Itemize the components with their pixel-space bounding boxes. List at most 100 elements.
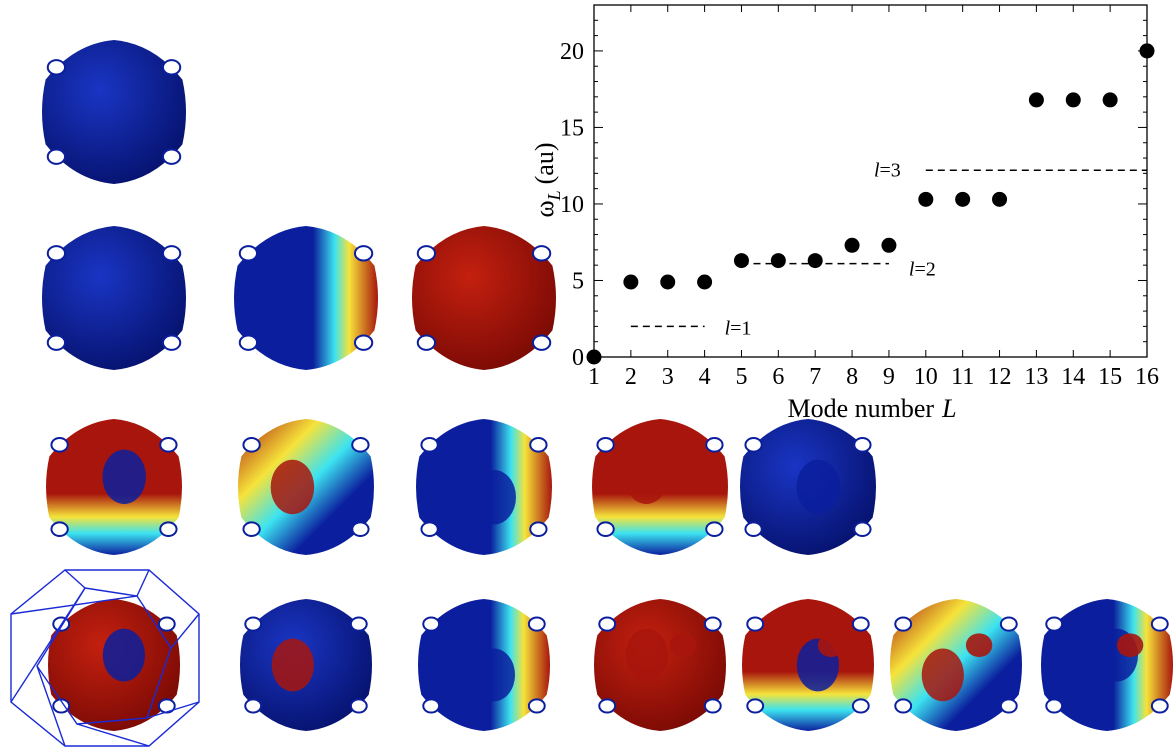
x-tick-label: 14	[1061, 364, 1085, 390]
data-point	[586, 349, 602, 365]
pore-hole	[242, 437, 261, 453]
pore-hole	[1150, 698, 1169, 714]
mode-shape-3-1	[46, 419, 182, 555]
pore-hole	[351, 437, 370, 453]
pore-hole	[349, 616, 368, 632]
data-point	[733, 253, 749, 269]
mode-shape-2-1	[42, 226, 186, 370]
mode-shape-4-5	[742, 599, 874, 731]
pore-hole	[527, 698, 546, 714]
pore-hole	[894, 698, 913, 714]
pore-hole	[351, 521, 370, 537]
pore-hole	[416, 334, 437, 351]
x-tick-label: 2	[625, 364, 637, 390]
pore-hole	[46, 148, 67, 165]
x-tick-label: 6	[772, 364, 784, 390]
mode-shape-4-6	[890, 599, 1022, 731]
x-tick-label: 13	[1024, 364, 1048, 390]
plot-border	[593, 4, 1148, 358]
pattern-lobe	[271, 638, 314, 692]
y-tick-label: 15	[560, 115, 584, 141]
x-tick-label: 12	[988, 364, 1012, 390]
x-tick-label: 15	[1098, 364, 1122, 390]
pattern-lobe	[624, 449, 669, 504]
pattern-lobe	[921, 648, 964, 702]
x-tick-label: 16	[1135, 364, 1159, 390]
pore-hole	[596, 437, 615, 453]
pore-hole	[527, 616, 546, 632]
pore-hole	[851, 698, 870, 714]
pore-hole	[159, 437, 178, 453]
y-tick-label: 0	[572, 345, 584, 371]
pore-hole	[999, 616, 1018, 632]
pore-hole	[746, 616, 765, 632]
pattern-lobe	[669, 633, 697, 658]
mode-shape-4-7	[1041, 599, 1173, 731]
x-tick-label: 3	[662, 364, 674, 390]
pattern-lobe	[817, 633, 845, 658]
pore-hole	[999, 698, 1018, 714]
pore-hole	[529, 521, 548, 537]
data-point	[955, 191, 971, 207]
x-tick-label: 7	[809, 364, 821, 390]
y-tick-label: 20	[560, 39, 584, 65]
pore-hole	[161, 334, 182, 351]
mode-shape-4-3	[418, 599, 550, 731]
x-axis-title: Mode number L	[787, 394, 956, 423]
pore-hole	[238, 334, 259, 351]
pore-hole	[705, 521, 724, 537]
x-tick-label: 9	[883, 364, 895, 390]
pore-hole	[420, 437, 439, 453]
pore-hole	[244, 698, 263, 714]
pore-hole	[744, 437, 763, 453]
data-point	[697, 274, 713, 290]
pattern-lobe	[102, 449, 146, 504]
mode-shape-4-2	[240, 599, 372, 731]
mode-shape-3-2	[238, 419, 374, 555]
mode-shape-3-5	[740, 419, 876, 555]
pore-hole	[598, 616, 617, 632]
data-point	[1065, 92, 1081, 108]
pore-hole	[853, 521, 872, 537]
pore-hole	[529, 437, 548, 453]
reference-level-label: l=2	[909, 259, 936, 281]
pattern-lobe	[1116, 633, 1144, 658]
pore-hole	[1045, 698, 1064, 714]
mode-shape-3-4	[592, 419, 728, 555]
pore-hole	[161, 148, 182, 165]
x-tick-label: 5	[735, 364, 747, 390]
pore-hole	[420, 521, 439, 537]
data-point	[807, 253, 823, 269]
pore-hole	[52, 698, 71, 714]
data-point	[623, 274, 639, 290]
pore-hole	[703, 616, 722, 632]
unit-cell-wireframe	[10, 569, 200, 747]
mode-shape-3-3	[416, 419, 552, 555]
data-point	[1028, 92, 1044, 108]
pore-hole	[746, 698, 765, 714]
pore-hole	[244, 616, 263, 632]
mode-shape-2-2	[234, 226, 378, 370]
surface	[234, 226, 378, 370]
pore-hole	[161, 59, 182, 76]
pore-hole	[50, 521, 69, 537]
pore-hole	[161, 245, 182, 262]
data-point	[881, 237, 897, 253]
pattern-lobe	[472, 648, 516, 702]
pore-hole	[46, 245, 67, 262]
y-tick-label: 10	[560, 192, 584, 218]
reference-level-label: l=3	[874, 159, 901, 181]
pore-hole	[353, 334, 374, 351]
surface	[42, 226, 186, 370]
data-point	[844, 237, 860, 253]
data-point	[770, 253, 786, 269]
pore-hole	[159, 521, 178, 537]
pore-hole	[894, 616, 913, 632]
pore-hole	[46, 59, 67, 76]
pattern-lobe	[796, 459, 840, 515]
x-tick-label: 4	[699, 364, 711, 390]
x-tick-label: 10	[914, 364, 938, 390]
pore-hole	[1150, 616, 1169, 632]
mode-shape-1-1	[42, 40, 186, 184]
